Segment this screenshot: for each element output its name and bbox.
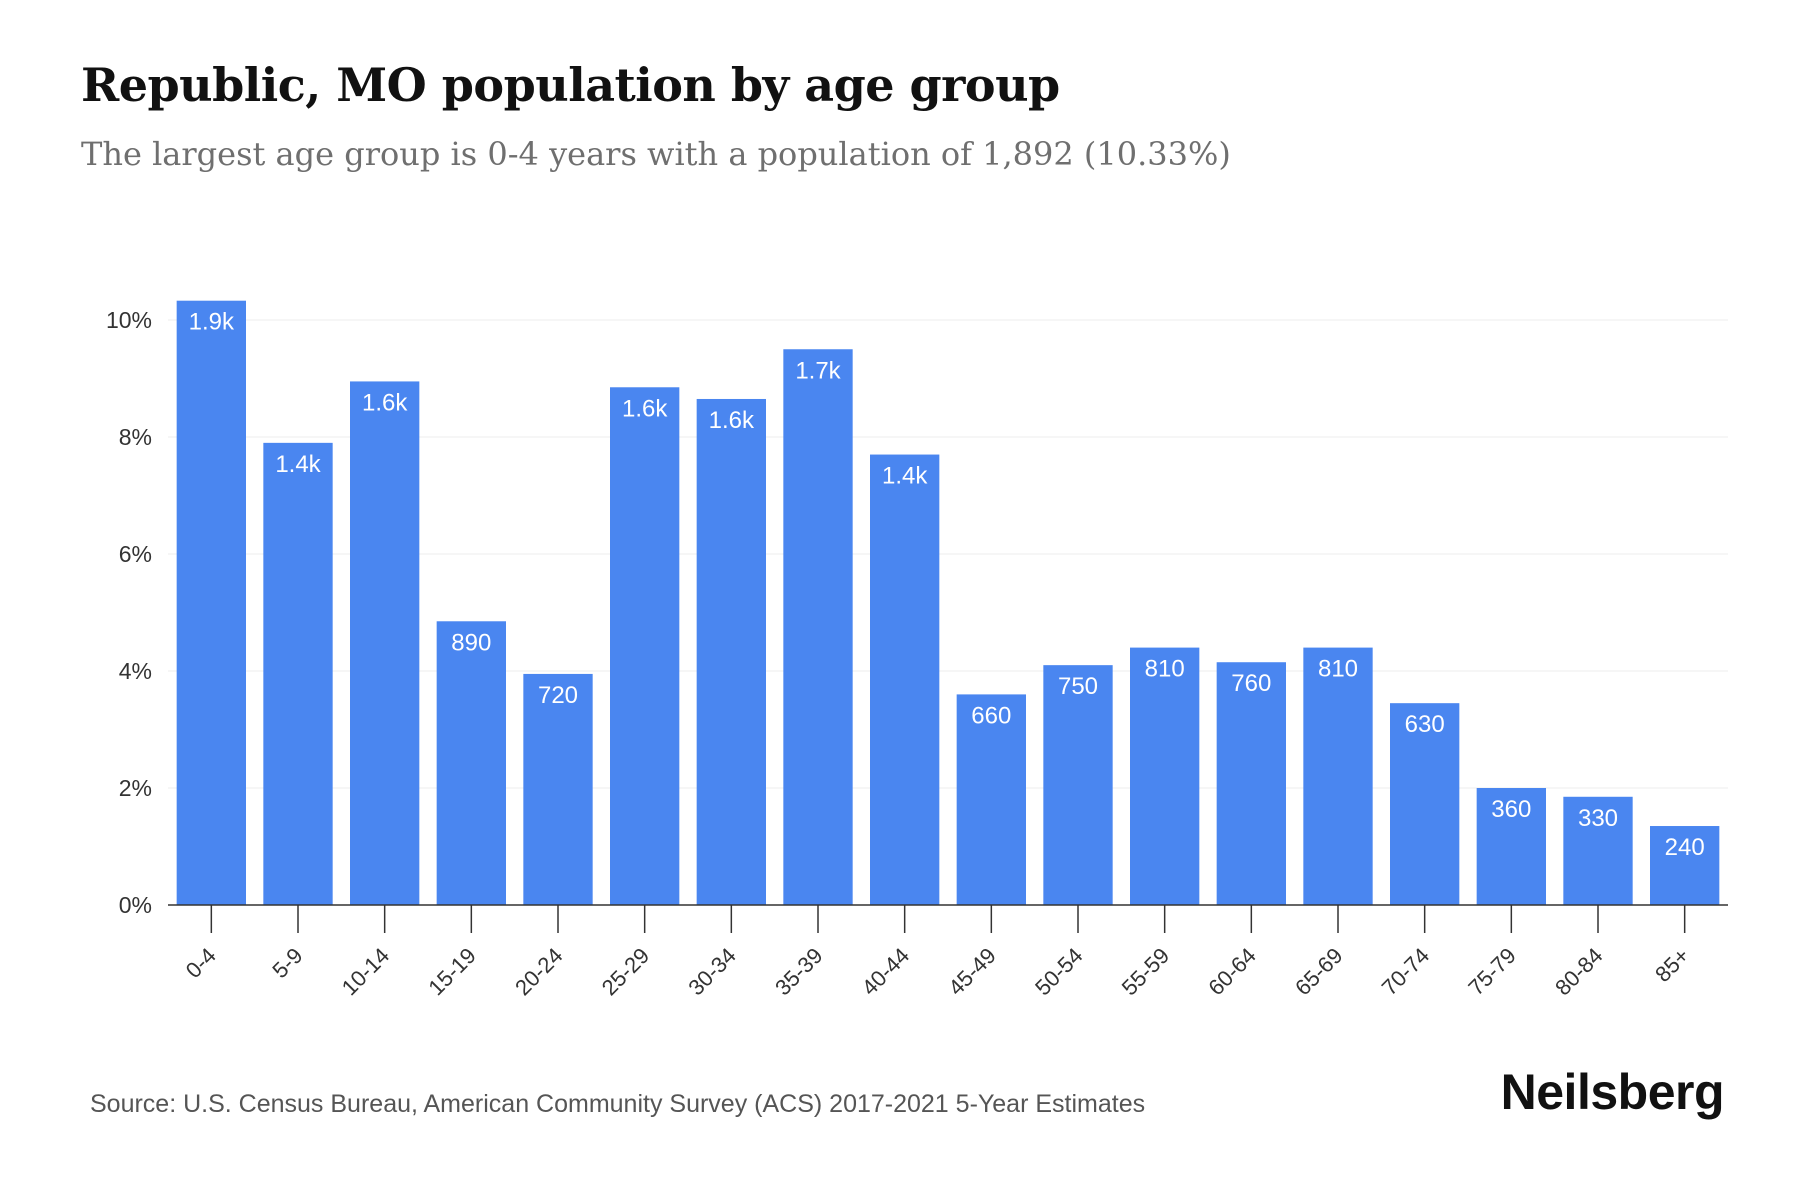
x-tick-label: 80-84 xyxy=(1550,943,1607,1000)
y-tick-label: 0% xyxy=(119,892,152,918)
x-tick-label: 40-44 xyxy=(857,943,914,1000)
x-tick-label: 65-69 xyxy=(1290,943,1347,1000)
brand-logo: Neilsberg xyxy=(1500,1064,1725,1120)
y-axis-ticks: 0% 2% 4% 6% 8% 10% xyxy=(106,307,152,918)
x-tick-label: 20-24 xyxy=(510,943,567,1000)
x-axis-ticks: 0-4 5-9 10-14 15-19 20-24 25-29 30-34 35-39 40-4… xyxy=(181,905,1694,1000)
x-tick-label: 30-34 xyxy=(683,943,740,1000)
bar-30-34 xyxy=(696,398,766,905)
bar-55-59 xyxy=(1130,647,1200,905)
bar-5-9 xyxy=(263,442,333,905)
bar-85+ xyxy=(1650,826,1720,905)
bar-20-24 xyxy=(523,673,593,905)
bar-value-label: 1.9k xyxy=(189,309,235,336)
bar-value-label: 330 xyxy=(1578,805,1618,832)
x-tick-label: 5-9 xyxy=(267,943,307,983)
bar-value-label: 1.7k xyxy=(795,357,841,384)
x-tick-label: 25-29 xyxy=(597,943,654,1000)
bar-45-49 xyxy=(956,694,1026,905)
x-tick-label: 10-14 xyxy=(337,943,394,1000)
bar-0-4 xyxy=(176,300,246,905)
bar-value-label: 1.6k xyxy=(362,389,408,416)
bar-value-label: 360 xyxy=(1491,796,1531,823)
bar-value-label: 810 xyxy=(1318,656,1358,683)
x-tick-label: 35-39 xyxy=(770,943,827,1000)
bar-value-label: 720 xyxy=(538,682,578,709)
bar-value-label: 760 xyxy=(1231,670,1271,697)
bar-value-label: 1.6k xyxy=(622,395,668,422)
bar-40-44 xyxy=(870,454,940,905)
bar-65-69 xyxy=(1303,647,1373,905)
bar-value-label: 660 xyxy=(971,702,1011,729)
bar-50-54 xyxy=(1043,665,1113,905)
y-tick-label: 10% xyxy=(106,307,152,333)
chart-subtitle: The largest age group is 0-4 years with … xyxy=(81,135,1231,173)
y-tick-label: 6% xyxy=(119,541,152,567)
bar-60-64 xyxy=(1216,662,1286,905)
gridlines xyxy=(168,319,1728,789)
bar-value-label: 890 xyxy=(451,629,491,656)
bar-value-label: 1.6k xyxy=(709,407,755,434)
x-tick-label: 0-4 xyxy=(181,943,221,983)
bar-value-label: 630 xyxy=(1405,711,1445,738)
bars xyxy=(176,300,1720,905)
y-tick-label: 2% xyxy=(119,775,152,801)
bar-value-label: 810 xyxy=(1145,656,1185,683)
y-tick-label: 8% xyxy=(119,424,152,450)
bar-70-74 xyxy=(1390,703,1460,905)
bar-80-84 xyxy=(1563,796,1633,905)
y-tick-label: 4% xyxy=(119,658,152,684)
chart-title: Republic, MO population by age group xyxy=(81,58,1060,112)
x-tick-label: 50-54 xyxy=(1030,943,1087,1000)
bar-value-label: 1.4k xyxy=(882,463,928,490)
x-tick-label: 45-49 xyxy=(943,943,1000,1000)
x-tick-label: 70-74 xyxy=(1377,943,1434,1000)
x-tick-label: 15-19 xyxy=(423,943,480,1000)
bar-value-label: 750 xyxy=(1058,673,1098,700)
bar-75-79 xyxy=(1476,788,1546,905)
bar-10-14 xyxy=(350,381,420,905)
bar-15-19 xyxy=(436,621,506,905)
x-tick-label: 85+ xyxy=(1650,943,1694,987)
x-tick-label: 55-59 xyxy=(1117,943,1174,1000)
x-tick-label: 60-64 xyxy=(1203,943,1260,1000)
bar-35-39 xyxy=(783,349,853,905)
bar-value-label: 240 xyxy=(1665,834,1705,861)
data-labels: 1.9k 1.4k 1.6k 890 720 1.6k 1.6k 1.7k 1.4k 660 750… xyxy=(189,309,1705,861)
bar-25-29 xyxy=(610,387,680,905)
source-note: Source: U.S. Census Bureau, American Com… xyxy=(90,1090,1146,1118)
x-tick-label: 75-79 xyxy=(1463,943,1520,1000)
bar-value-label: 1.4k xyxy=(275,451,321,478)
